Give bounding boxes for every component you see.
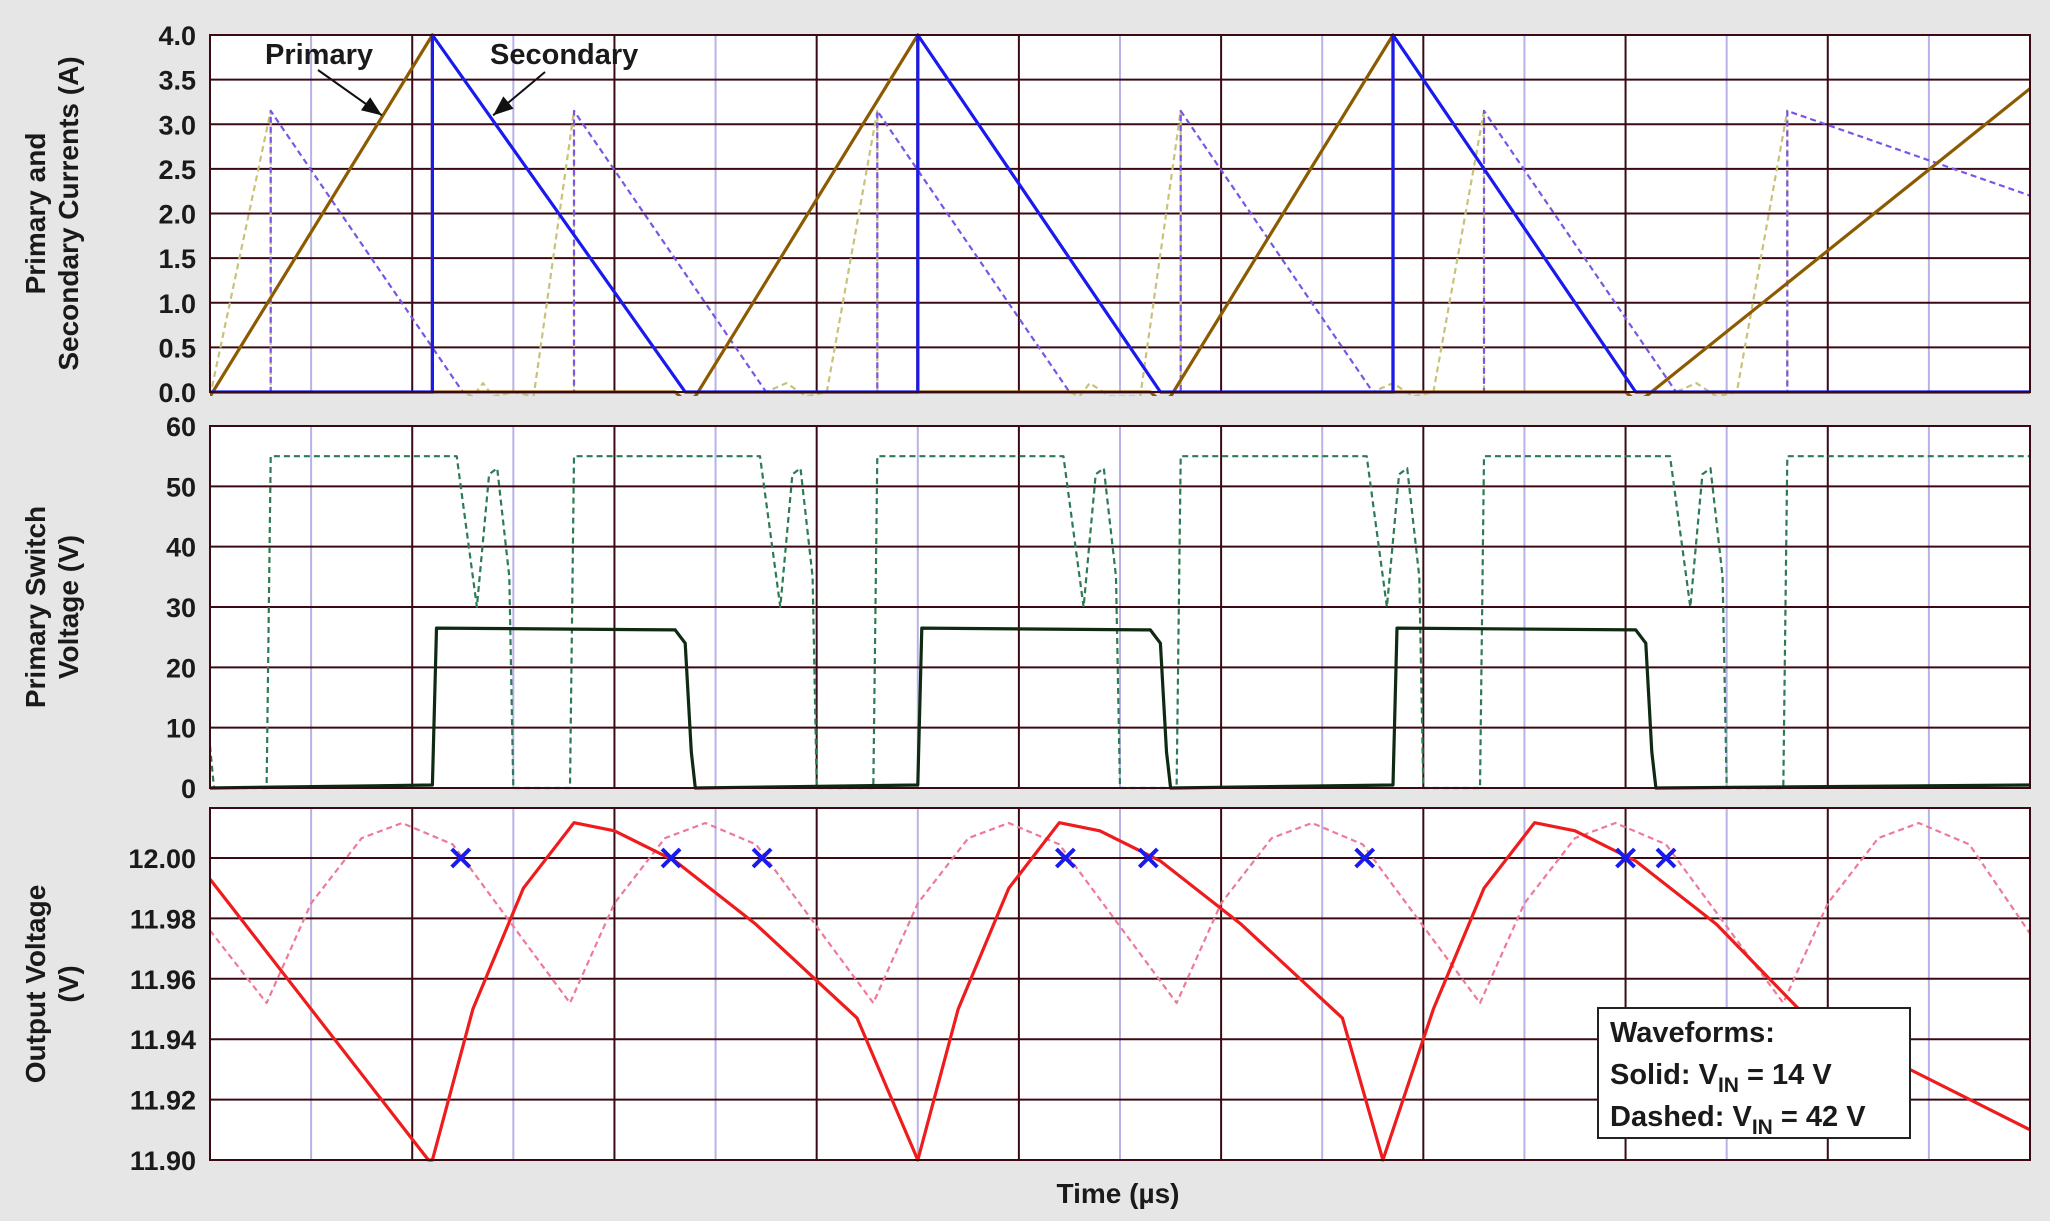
y-axis-label: Voltage (V) xyxy=(53,535,84,679)
point-marker xyxy=(1054,847,1076,869)
y-tick-label: 30 xyxy=(166,593,196,623)
y-axis-label: (V) xyxy=(53,965,84,1002)
y-axis-label: Primary and xyxy=(20,133,51,295)
legend-entry: Dashed: VIN = 42 V xyxy=(1610,1101,1866,1139)
y-tick-label: 40 xyxy=(166,533,196,563)
point-marker xyxy=(1615,847,1636,869)
y-tick-label: 12.00 xyxy=(128,844,196,874)
y-axis-label: Secondary Currents (A) xyxy=(53,56,84,370)
y-tick-label: 11.98 xyxy=(130,904,196,934)
point-marker xyxy=(751,847,773,869)
y-tick-label: 11.92 xyxy=(130,1086,196,1116)
series-line-switch-solid xyxy=(210,626,2030,790)
y-tick-label: 0.0 xyxy=(158,378,196,408)
point-marker xyxy=(660,847,682,869)
annotation-label: Primary xyxy=(265,39,373,71)
point-marker xyxy=(450,847,472,869)
y-tick-label: 3.5 xyxy=(158,66,196,96)
y-tick-label: 0.5 xyxy=(158,333,196,363)
y-tick-label: 11.90 xyxy=(130,1146,196,1176)
y-tick-label: 4.0 xyxy=(158,21,196,51)
y-tick-label: 10 xyxy=(166,714,196,744)
point-marker xyxy=(1655,847,1677,869)
plot-border xyxy=(209,807,2031,1161)
point-marker xyxy=(1137,847,1159,869)
plot-border xyxy=(209,34,2031,393)
series-line-output-solid xyxy=(210,821,2030,1162)
legend-title: Waveforms: xyxy=(1610,1017,1775,1049)
x-axis-label: Time (µs) xyxy=(1057,1178,1180,1209)
y-tick-label: 11.96 xyxy=(130,965,196,995)
y-tick-label: 2.0 xyxy=(158,200,196,230)
point-marker xyxy=(1354,847,1376,869)
y-tick-label: 50 xyxy=(166,472,196,502)
y-tick-label: 20 xyxy=(166,653,196,683)
plot-border xyxy=(209,425,2031,789)
y-tick-label: 0 xyxy=(181,774,196,804)
arrow-head-icon xyxy=(493,96,514,116)
y-axis-label: Output Voltage xyxy=(20,885,51,1084)
y-tick-label: 2.5 xyxy=(158,155,196,185)
legend-entry: Solid: VIN = 14 V xyxy=(1610,1059,1832,1097)
series-line-output-dashed xyxy=(210,821,2030,1005)
switch-voltage-panel: 60 50 40 30 20 10 0 Primary Switch Voltage (V) xyxy=(20,412,2031,804)
legend-box xyxy=(1597,1007,1911,1139)
y-tick-label: 1.0 xyxy=(158,289,196,319)
y-axis-label: Primary Switch xyxy=(20,506,51,708)
y-tick-label: 3.0 xyxy=(158,110,196,140)
arrow-head-icon xyxy=(360,97,382,116)
annotation-label: Secondary xyxy=(490,39,638,71)
y-tick-label: 60 xyxy=(166,412,196,442)
y-tick-label: 1.5 xyxy=(158,244,196,274)
output-voltage-panel: 12.00 11.98 11.96 11.94 11.92 11.90 Output Vol… xyxy=(20,807,2031,1176)
y-tick-label: 11.94 xyxy=(130,1025,196,1055)
series-line-switch-dashed xyxy=(210,455,2030,790)
